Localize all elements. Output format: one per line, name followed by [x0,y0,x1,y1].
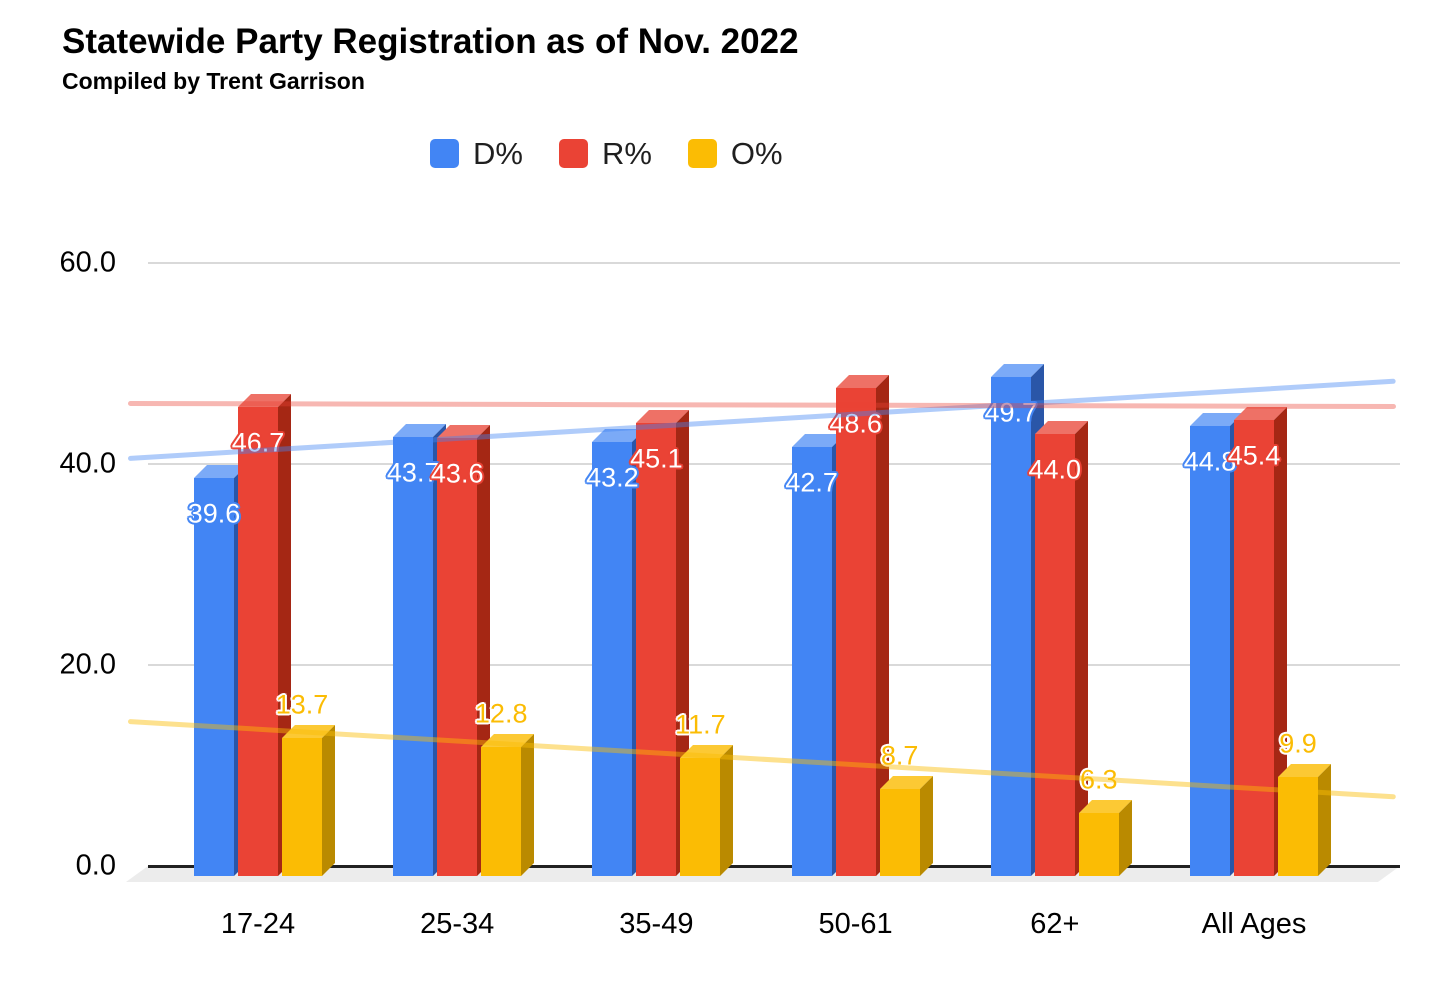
bar-r-all-ages[interactable] [1234,419,1274,876]
bar-label-d-62: 49.7 [984,397,1038,427]
bar-d-17-24[interactable] [194,478,234,876]
x-label-all-ages: All Ages [1201,908,1307,940]
bar-d-62[interactable] [990,376,1031,876]
legend-swatch-o-icon [687,139,717,168]
y-tick-label-20.0: 20.0 [59,648,116,681]
x-label-17-24: 17-24 [220,908,296,940]
bar-side-o-17-24 [322,725,335,876]
chart-subtitle: Compiled by Trent Garrison [62,68,365,94]
bar-label-o-35-49: 11.7 [675,709,726,740]
chart-title: Statewide Party Registration as of Nov. … [62,22,799,61]
x-label-62: 62+ [1030,908,1080,940]
bar-d-35-49[interactable] [592,441,633,876]
bar-label-r-25-34: 43.6 [430,458,484,489]
bar-o-50-61[interactable] [879,788,920,876]
x-axis-baseline [148,865,1400,868]
bar-side-o-50-61 [919,775,933,876]
bar-side-o-25-34 [521,734,535,876]
bar-r-50-61[interactable] [835,387,876,876]
y-tick-label-40.0: 40.0 [59,447,116,480]
legend-item-o[interactable]: O% [687,136,783,171]
bar-label-r-62: 44.0 [1028,454,1082,485]
bar-o-25-34[interactable] [481,747,522,876]
bar-label-o-all-ages: 9.9 [1279,728,1317,758]
bar-o-all-ages[interactable] [1278,776,1318,876]
bar-r-62[interactable] [1034,433,1075,876]
x-label-35-49: 35-49 [619,908,694,940]
bar-label-d-50-61: 42.7 [785,467,838,498]
bar-o-17-24[interactable] [282,738,322,876]
bar-d-25-34[interactable] [393,436,434,876]
x-label-50-61: 50-61 [818,908,893,940]
legend: D% R% O% [430,138,783,169]
legend-item-r[interactable]: R% [558,136,652,171]
bar-label-d-17-24: 39.6 [187,498,241,529]
bar-o-35-49[interactable] [680,758,721,876]
bar-label-r-35-49: 45.1 [630,443,683,474]
legend-label-o: O% [730,136,783,171]
bar-label-d-25-34: 43.7 [386,457,440,488]
legend-label-d: D% [473,136,523,171]
bar-side-o-62 [1118,799,1132,876]
bar-d-50-61[interactable] [791,446,832,876]
gridline-40.0 [148,463,1400,465]
legend-swatch-d-icon [430,139,459,168]
bar-o-62[interactable] [1078,812,1119,876]
bar-label-r-50-61: 48.6 [829,408,882,439]
legend-swatch-r-icon [558,139,588,168]
gridline-60.0 [148,262,1400,264]
legend-item-d[interactable]: D% [430,138,523,169]
bar-r-25-34[interactable] [437,437,478,876]
bar-label-o-62: 6.3 [1080,764,1118,795]
bar-r-35-49[interactable] [636,422,677,876]
bar-side-o-all-ages [1318,763,1331,876]
bar-r-17-24[interactable] [238,406,278,876]
bar-d-all-ages[interactable] [1190,425,1230,876]
y-tick-label-60.0: 60.0 [59,246,116,279]
bar-label-d-35-49: 43.2 [586,462,639,493]
bar-label-r-all-ages: 45.4 [1227,440,1281,471]
gridline-20.0 [148,664,1400,666]
legend-label-r: R% [601,136,652,171]
bar-label-o-50-61: 8.7 [880,740,919,771]
y-tick-label-0.0: 0.0 [75,849,116,882]
bar-label-o-17-24: 13.7 [275,689,329,720]
bar-label-o-25-34: 12.8 [474,698,528,729]
x-label-25-34: 25-34 [420,908,495,940]
bar-side-o-35-49 [720,745,734,876]
bar-label-r-17-24: 46.7 [231,427,285,458]
bar-label-d-all-ages: 44.8 [1183,446,1237,477]
trendline-r [127,401,1397,410]
